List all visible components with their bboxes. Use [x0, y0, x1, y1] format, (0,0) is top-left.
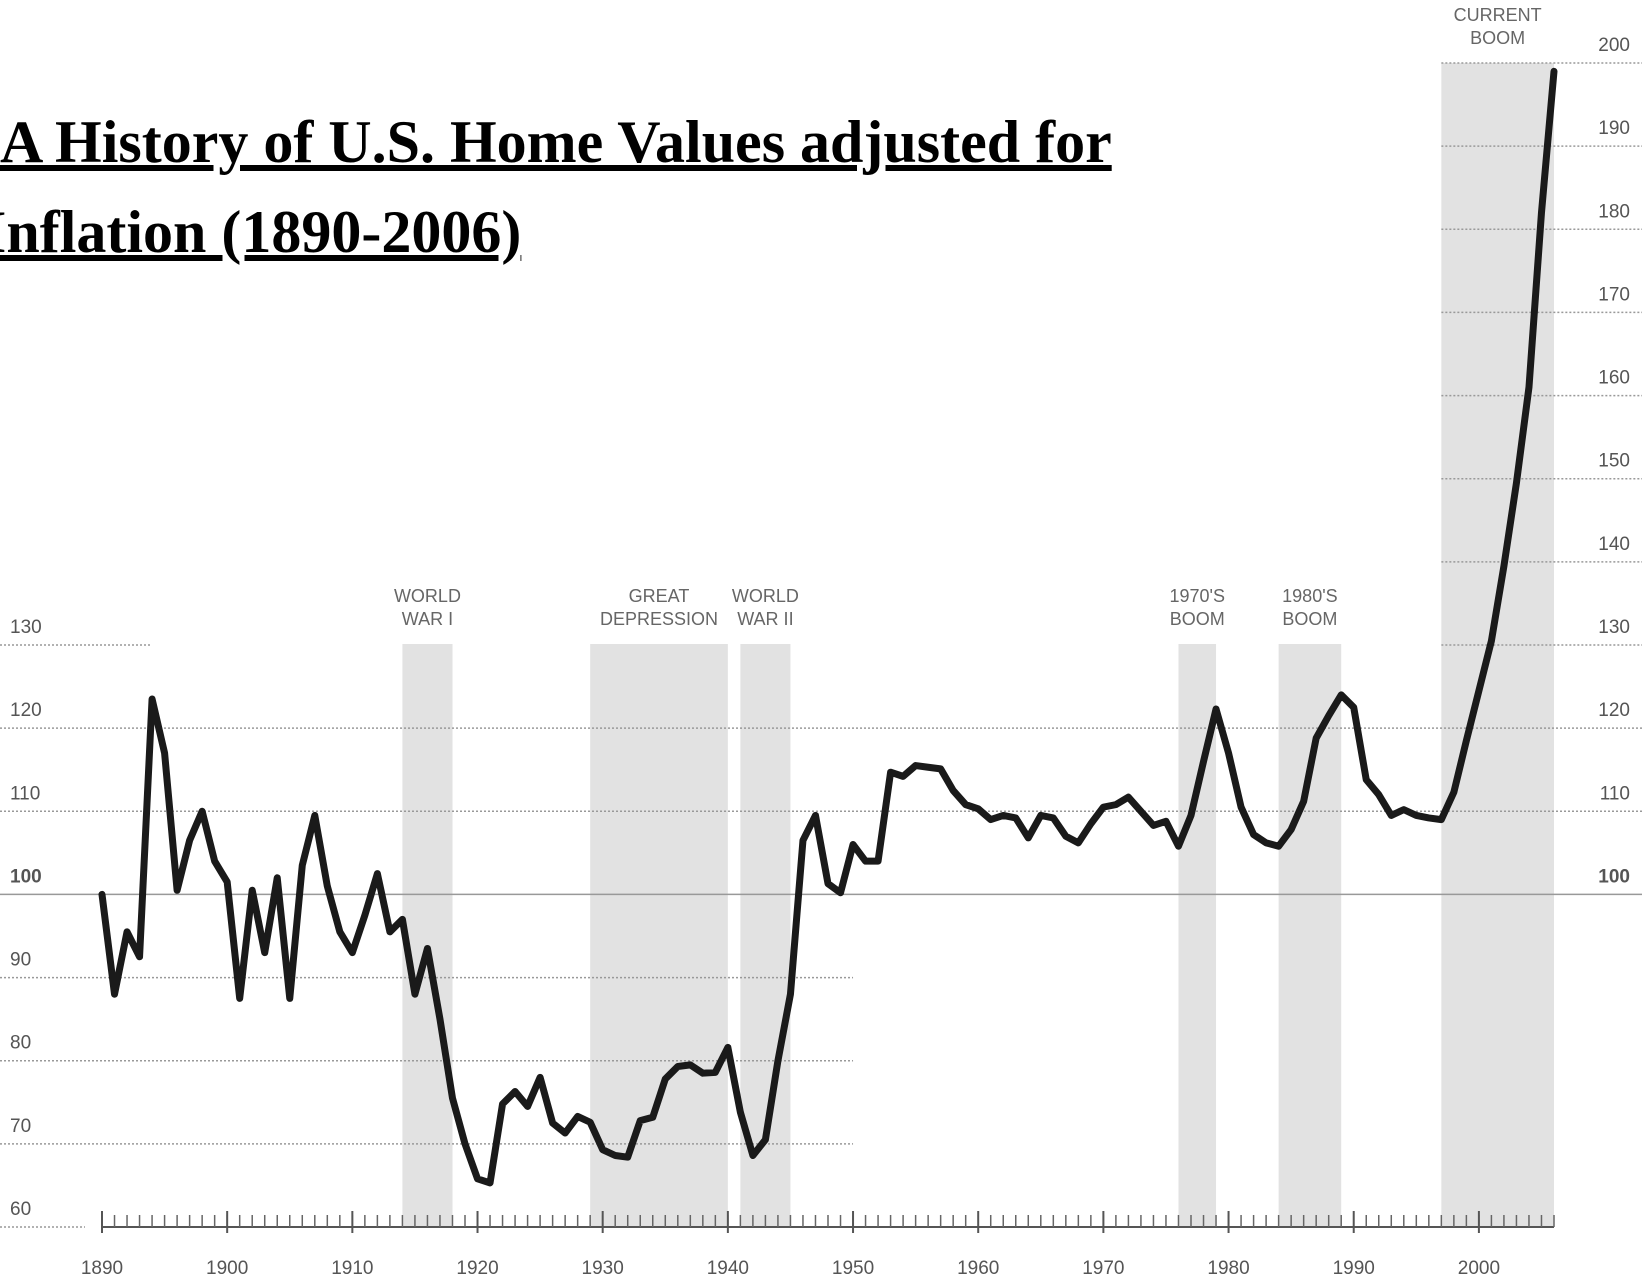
- band-label: BOOM: [1170, 609, 1225, 629]
- band-label: 1980'S: [1282, 586, 1338, 606]
- x-tick-label: 1960: [957, 1258, 999, 1279]
- grid: [0, 62, 1642, 1228]
- band: [1278, 644, 1342, 1227]
- x-tick-label: 1970: [1082, 1258, 1124, 1279]
- x-tick-label: 1890: [81, 1258, 123, 1279]
- bands: WORLD WAR I GREAT DEPRESSION WORLD WAR II 1970…: [394, 5, 1554, 1227]
- y2-tick-label: 170: [1598, 284, 1630, 305]
- data-line: [98, 67, 1558, 1187]
- y2-tick-label: 190: [1598, 118, 1630, 139]
- y-tick-label: 70: [10, 1116, 31, 1137]
- y-tick-label: 80: [10, 1033, 31, 1054]
- y-tick-label: 100: [10, 866, 42, 887]
- y2-tick-label: 100: [1598, 866, 1630, 887]
- x-tick-label: 1900: [206, 1258, 248, 1279]
- band: [402, 644, 453, 1227]
- band-label: WORLD: [732, 586, 799, 606]
- band-label: WAR II: [737, 609, 793, 629]
- chart-title: Inflation (1890-2006): [0, 199, 521, 265]
- y2-tick-label: 130: [1598, 617, 1630, 638]
- x-tick-label: 2000: [1458, 1258, 1500, 1279]
- y2-tick-label: 160: [1598, 368, 1630, 389]
- band-label: GREAT: [629, 586, 690, 606]
- y2-tick-label: 140: [1598, 534, 1630, 555]
- chart-title: A History of U.S. Home Values adjusted f…: [0, 109, 1112, 175]
- band-label: BOOM: [1470, 28, 1525, 48]
- band-label: DEPRESSION: [600, 609, 718, 629]
- x-tick-label: 1920: [456, 1258, 498, 1279]
- band-label: WAR I: [402, 609, 453, 629]
- x-tick-label: 1980: [1207, 1258, 1249, 1279]
- y2-tick-label: 110: [1600, 783, 1630, 804]
- y-tick-label: 120: [10, 700, 42, 721]
- x-tick-label: 1940: [707, 1258, 749, 1279]
- band-label: 1970'S: [1170, 586, 1226, 606]
- band-label: BOOM: [1282, 609, 1337, 629]
- y-tick-label: 60: [10, 1199, 31, 1220]
- band-label: WORLD: [394, 586, 461, 606]
- x-tick-label: 1950: [832, 1258, 874, 1279]
- y2-tick-label: 200: [1598, 35, 1630, 56]
- band: [590, 644, 728, 1227]
- y2-tick-label: 150: [1598, 451, 1630, 472]
- band-label: CURRENT: [1454, 5, 1542, 25]
- y-tick-label: 130: [10, 617, 42, 638]
- y2-tick-label: 120: [1598, 700, 1630, 721]
- x-tick-label: 1990: [1333, 1258, 1375, 1279]
- x-tick-label: 1930: [582, 1258, 624, 1279]
- y2-tick-label: 180: [1598, 201, 1630, 222]
- y-tick-label: 90: [10, 950, 31, 971]
- y-tick-label: 110: [10, 783, 40, 804]
- x-tick-label: 1910: [331, 1258, 373, 1279]
